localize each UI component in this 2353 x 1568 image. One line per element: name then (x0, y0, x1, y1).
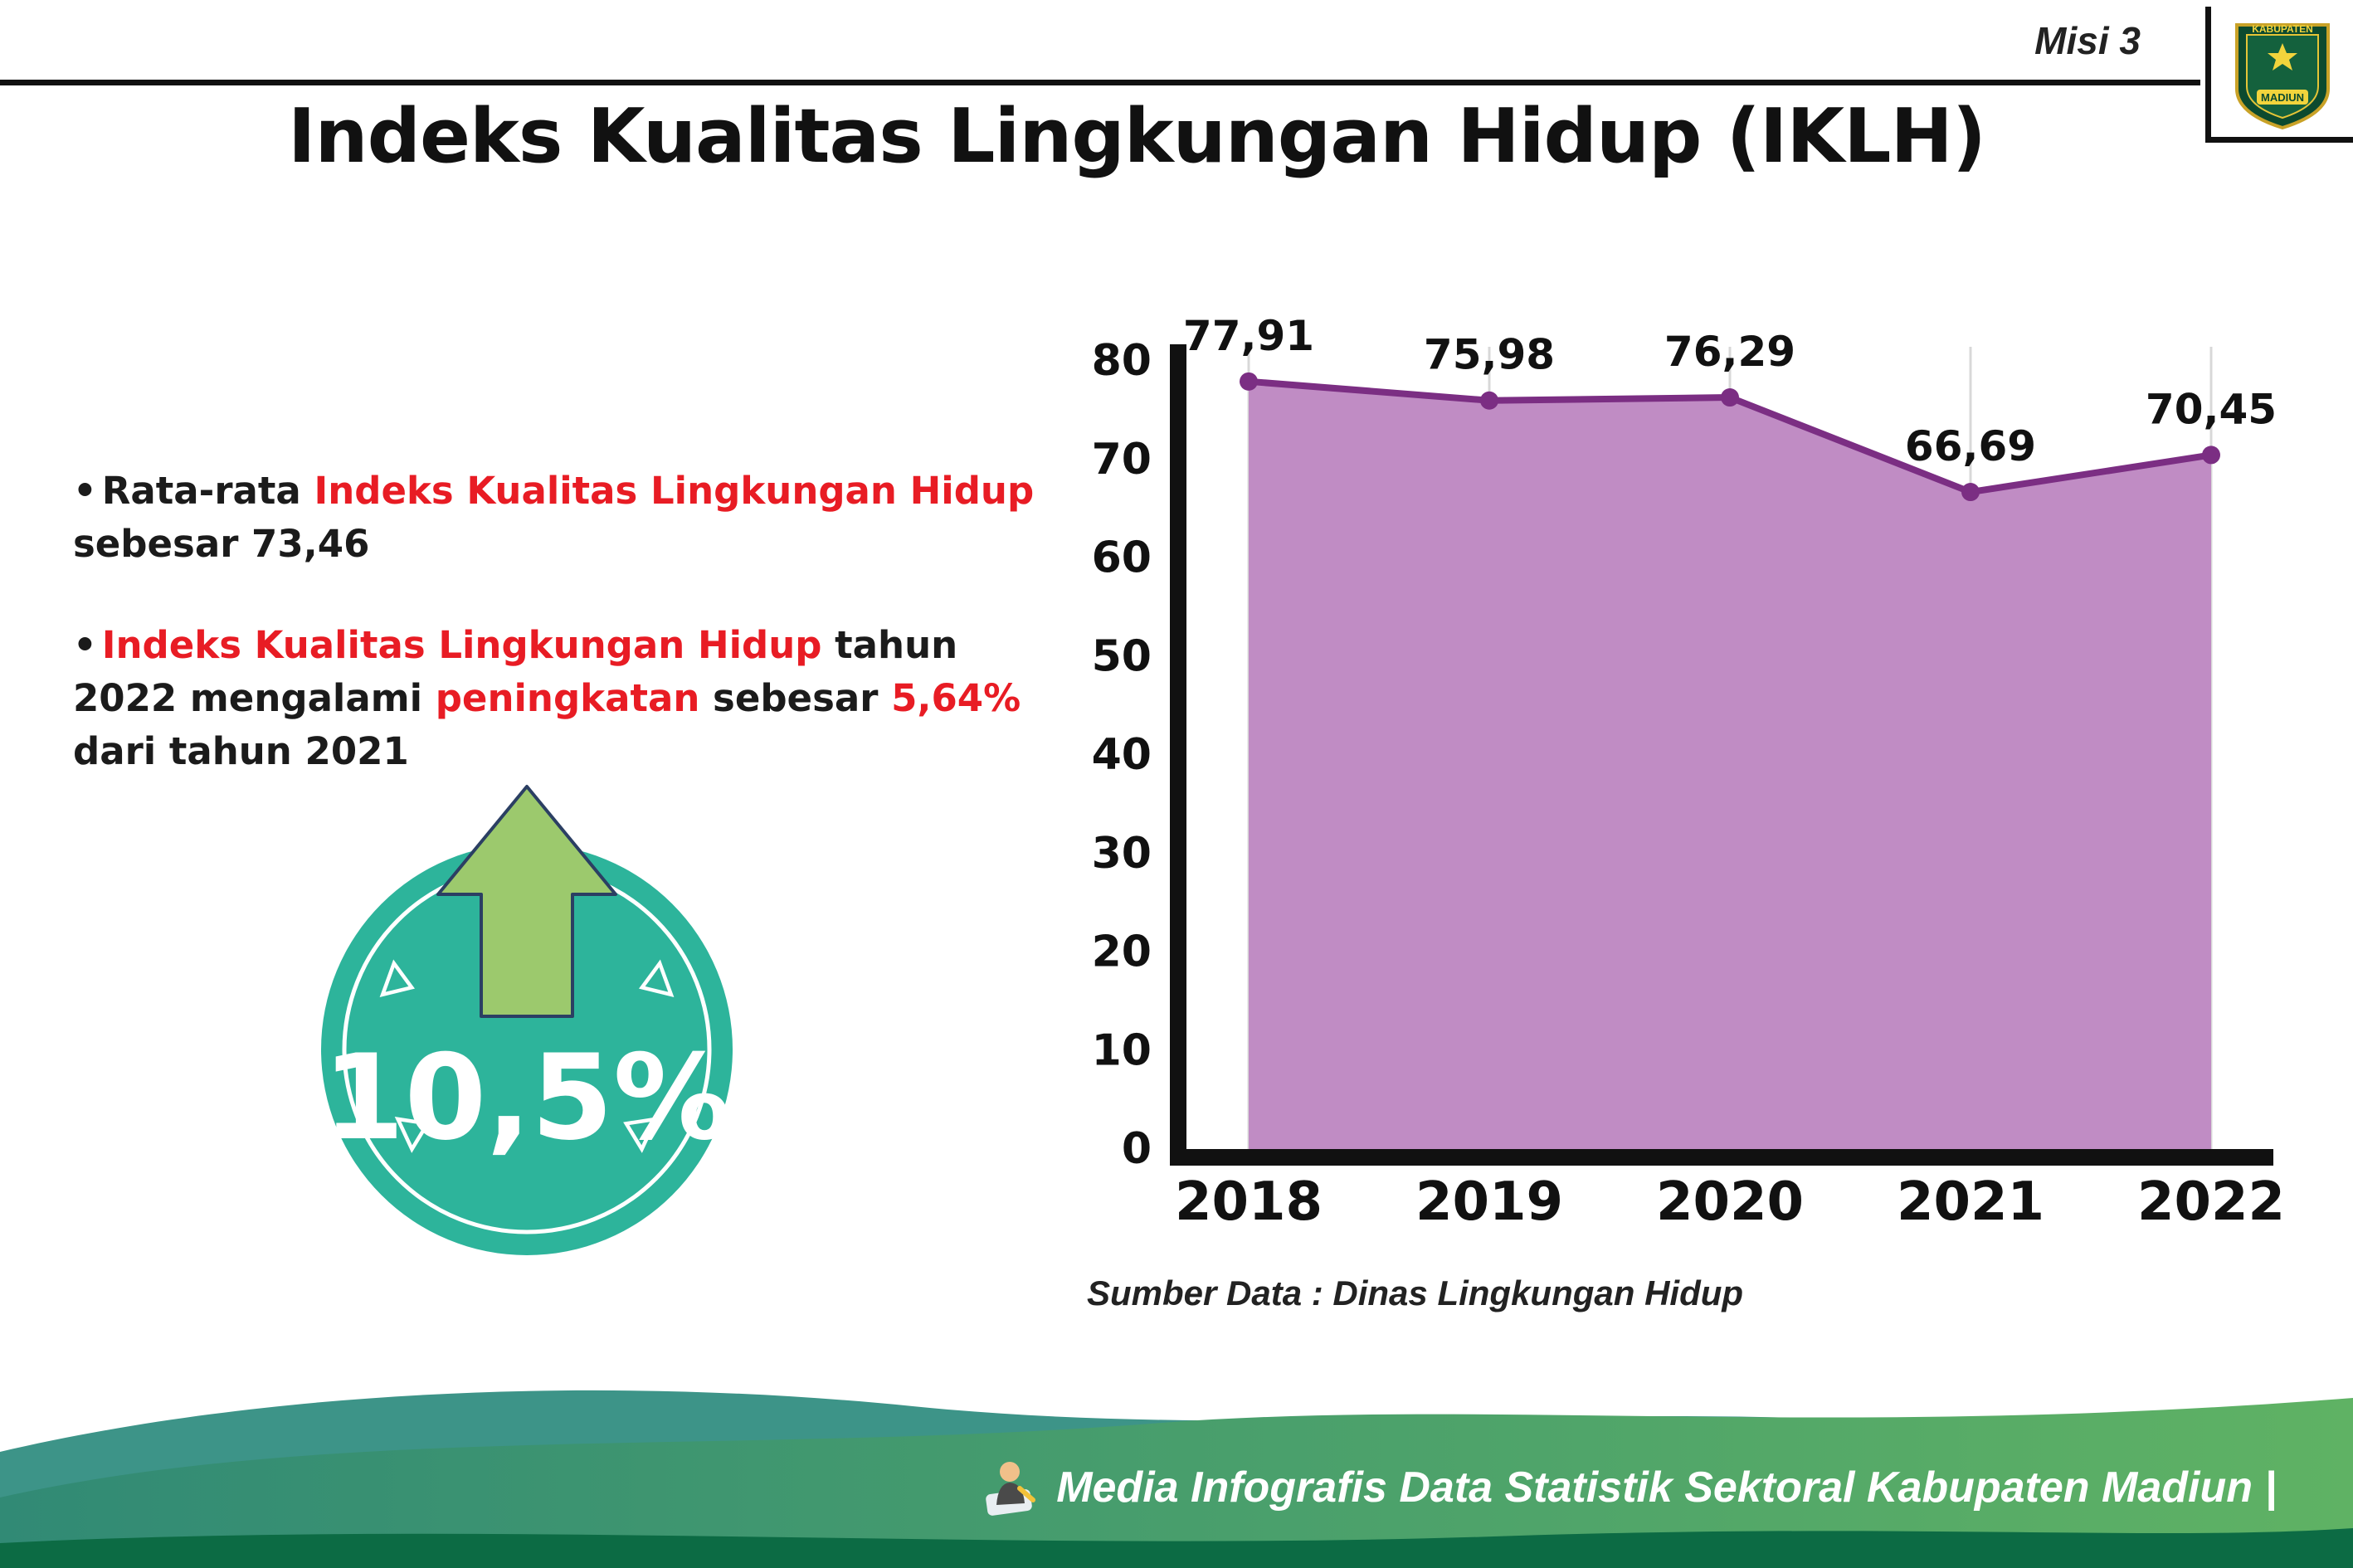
mascot-body (996, 1483, 1025, 1505)
logo-top-text: KABUPATEN (2252, 23, 2313, 35)
increase-badge-graphic: 10,5% (321, 785, 733, 1255)
y-tick-label: 30 (1092, 829, 1152, 879)
data-source: Sumber Data : Dinas Lingkungan Hidup (1087, 1273, 1744, 1312)
increase-badge: 10,5% (307, 772, 747, 1303)
x-tick-label: 2021 (1897, 1171, 2044, 1233)
y-tick-label: 20 (1092, 928, 1152, 977)
data-label: 70,45 (2146, 385, 2277, 433)
data-label: 76,29 (1664, 328, 1795, 376)
footer-banner: Media Infografis Data Statistik Sektoral… (0, 1344, 2353, 1568)
writer-mascot-icon (986, 1462, 1036, 1516)
x-tick-label: 2022 (2137, 1171, 2285, 1233)
y-tick-label: 50 (1092, 631, 1152, 681)
key-points: Rata-rata Indeks Kualitas Lingkungan Hid… (73, 465, 1035, 825)
arrow-up-icon (436, 785, 617, 1018)
percentage-circle (321, 844, 733, 1255)
triangle-decoration (394, 1117, 431, 1153)
x-axis (1170, 1149, 2273, 1166)
footer-credit: Media Infografis Data Statistik Sektoral… (977, 1455, 2277, 1520)
bullet-rata-rata: Rata-rata Indeks Kualitas Lingkungan Hid… (73, 465, 1035, 571)
logo-frame: KABUPATEN MADIUN (2205, 7, 2353, 143)
misi-label: Misi 3 (2034, 19, 2141, 62)
bullet-peningkatan: Indeks Kualitas Lingkungan Hidup tahun 2… (73, 619, 1035, 778)
x-tick-label: 2019 (1415, 1171, 1563, 1233)
page-title: Indeks Kualitas Lingkungan Hidup (IKLH) (288, 93, 1986, 180)
y-tick-label: 60 (1092, 533, 1152, 583)
data-point (1961, 483, 1980, 502)
x-tick-label: 2018 (1175, 1171, 1323, 1233)
y-tick-label: 70 (1092, 435, 1152, 485)
x-tick-label: 2020 (1656, 1171, 1804, 1233)
data-point (2202, 446, 2220, 465)
iklh-area-chart: 77,91 75,98 76,29 66,69 70,45 0 10 20 30 40 50 60 70… (1092, 312, 2285, 1233)
triangle-decoration (638, 959, 675, 997)
wave-green (0, 1398, 2353, 1568)
mascot-head (1000, 1462, 1021, 1482)
text-segment: dari tahun 2021 (73, 728, 409, 773)
footer-credit-text: Media Infografis Data Statistik Sektoral… (1056, 1463, 2277, 1512)
text-segment: sebesar (699, 675, 892, 720)
y-tick-label: 0 (1122, 1124, 1152, 1174)
text-segment-highlight: peningkatan (435, 675, 700, 720)
triangle-decoration (623, 1117, 660, 1153)
area-fill (1249, 381, 2211, 1150)
y-tick-label: 80 (1092, 336, 1152, 386)
logo-ribbon (2256, 89, 2308, 105)
text-segment: Rata-rata (101, 469, 314, 513)
iklh-chart: 77,91 75,98 76,29 66,69 70,45 0 10 20 30 40 50 60 70… (1037, 274, 2307, 1369)
text-segment-highlight: Indeks Kualitas Lingkungan Hidup (101, 622, 822, 667)
triangle-decoration (379, 959, 416, 997)
text-segment-highlight: 5,64% (891, 675, 1021, 720)
text-segment: tahun 2022 mengalami (73, 622, 958, 720)
y-tick-label: 10 (1092, 1025, 1152, 1075)
increase-value: 10,5% (323, 1030, 732, 1166)
data-point (1721, 388, 1739, 407)
data-point (1240, 372, 1258, 391)
mascot-pencil (1017, 1486, 1036, 1502)
kabupaten-madiun-logo: KABUPATEN MADIUN (2234, 22, 2330, 129)
data-point (1480, 391, 1498, 410)
y-axis (1170, 344, 1186, 1166)
wave-decoration (0, 1390, 2353, 1568)
data-label: 66,69 (1905, 422, 2036, 470)
logo-bottom-text: MADIUN (2261, 91, 2304, 104)
wave-dark-green (0, 1528, 2353, 1568)
data-label: 75,98 (1424, 331, 1555, 379)
text-segment: sebesar 73,46 (73, 521, 370, 566)
header-rule (0, 80, 2200, 85)
text-segment-highlight: Indeks Kualitas Lingkungan Hidup (314, 469, 1035, 513)
y-tick-label: 40 (1092, 730, 1152, 780)
data-label: 77,91 (1183, 312, 1314, 360)
logo-star-icon (2267, 42, 2297, 71)
